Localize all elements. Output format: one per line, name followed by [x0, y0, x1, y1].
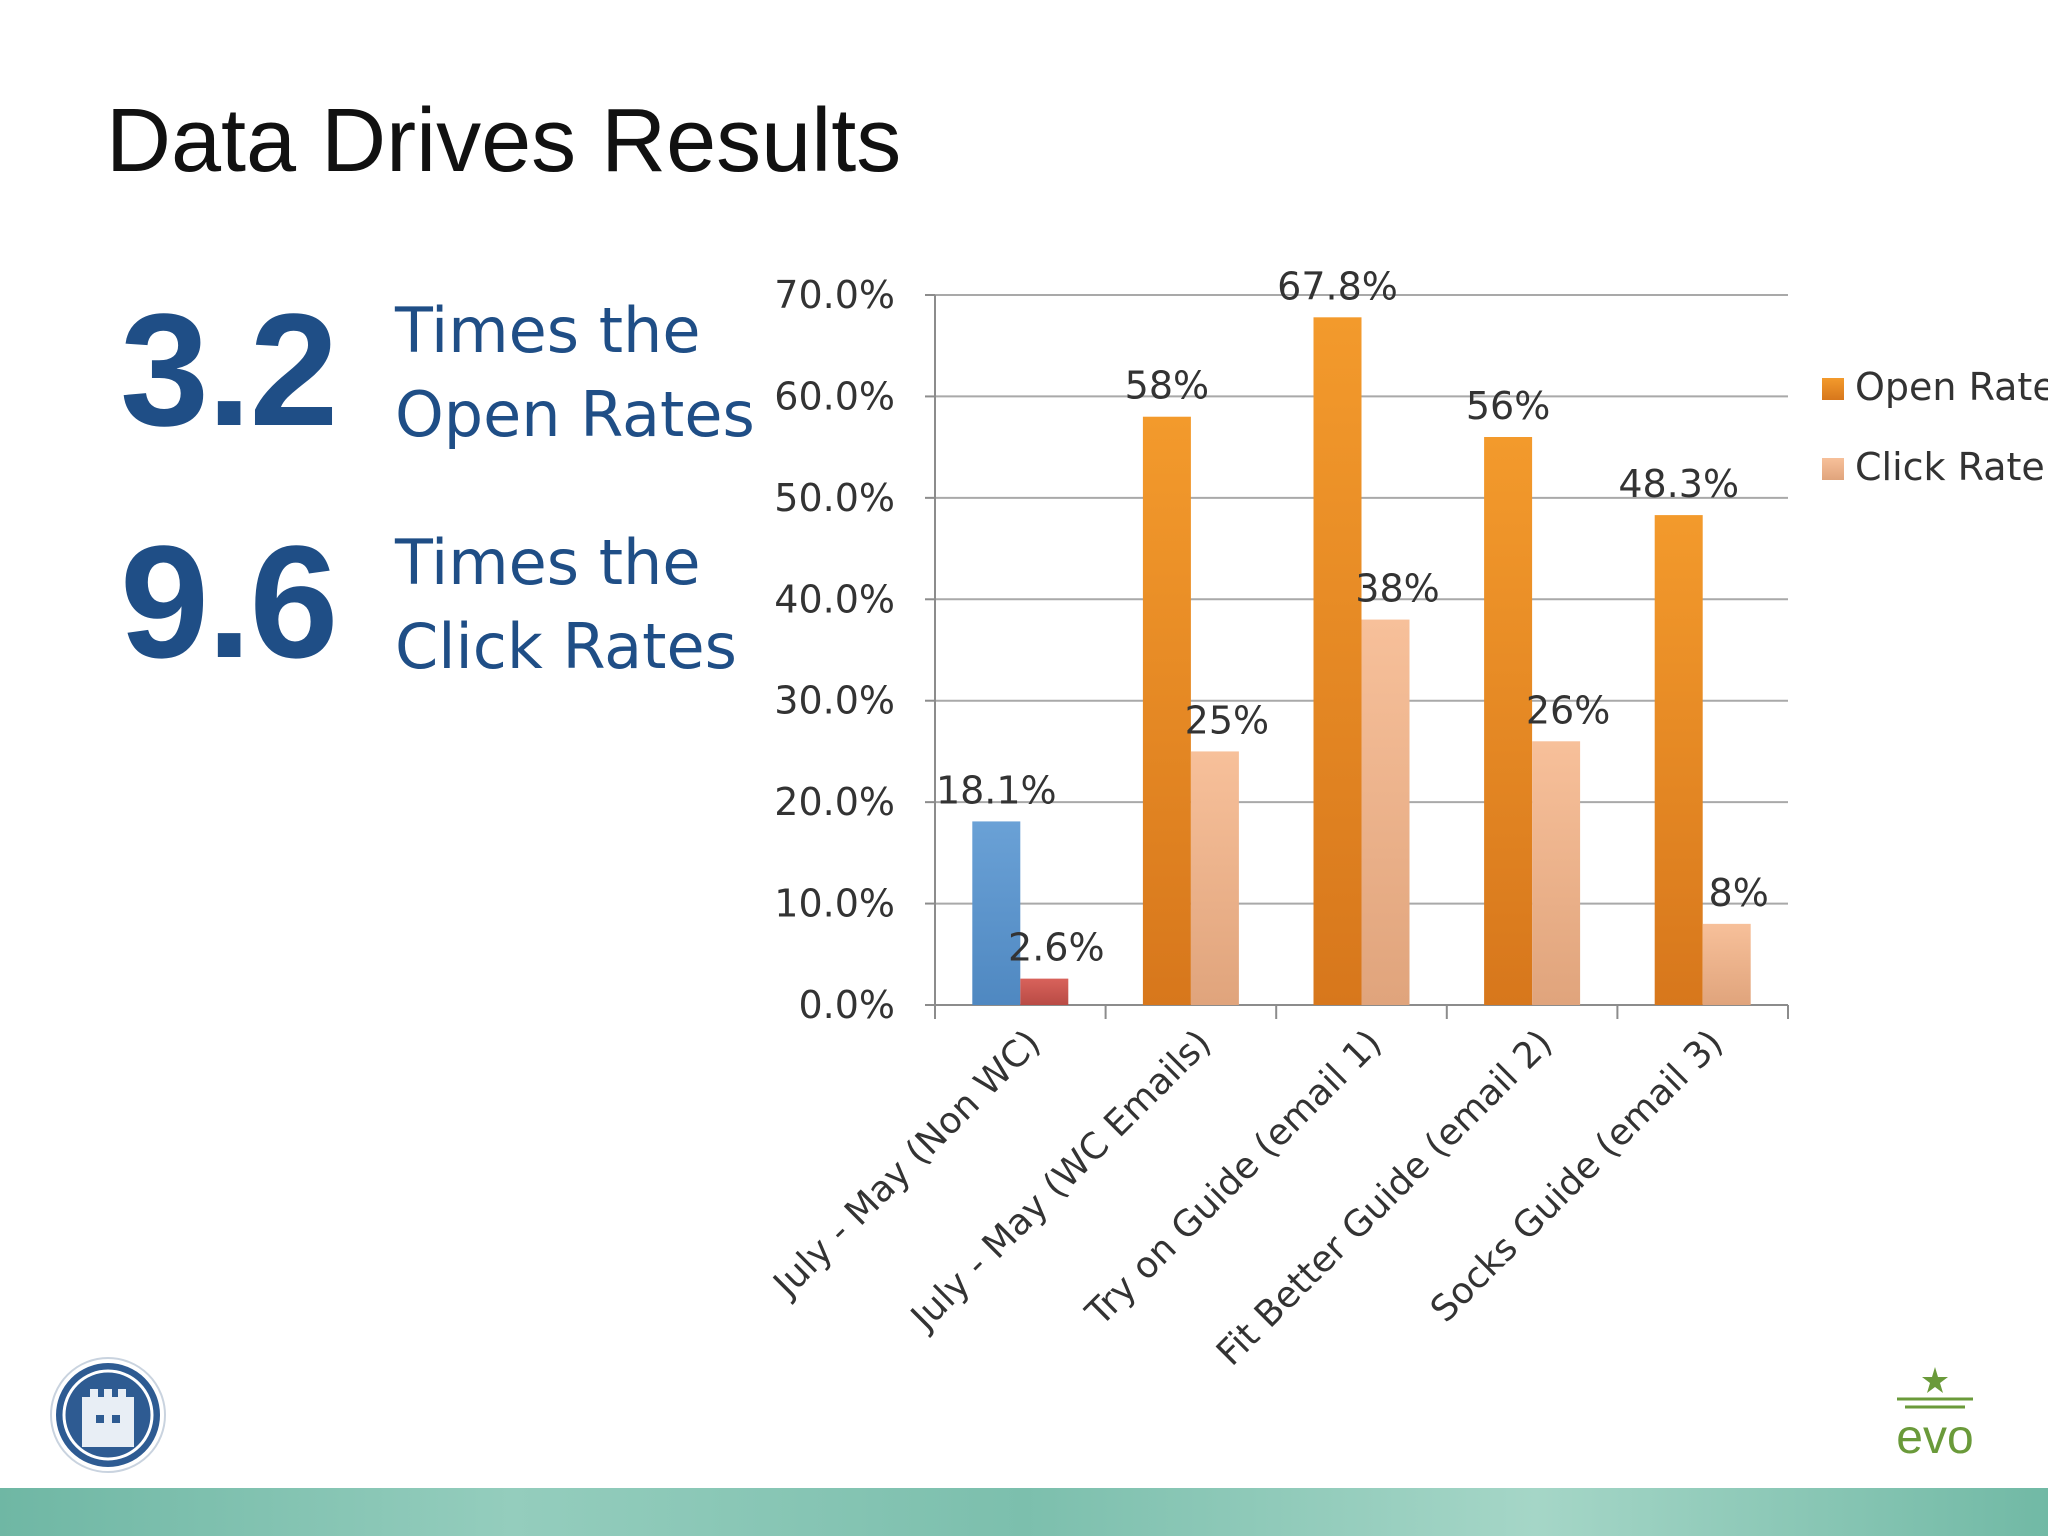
chart-labels: 0.0% 10.0% 20.0% 30.0% 40.0% 50.0% 60.0% 70.0% 1… [765, 264, 1769, 1373]
stat-number: 3.2 [120, 280, 338, 459]
data-label-click-rate: 8% [1709, 871, 1769, 915]
stat-caption-line: Click Rates [395, 610, 737, 683]
data-label-click-rate: 25% [1185, 698, 1269, 742]
bar-click-rate [1361, 619, 1410, 1005]
evo-logo: evo [1885, 1365, 1985, 1464]
footer-band [0, 1488, 2048, 1536]
stat-caption-line: Times the [395, 526, 701, 599]
bar-open-rate [1484, 437, 1533, 1005]
bar-click-rate [1532, 741, 1581, 1005]
legend-swatch [1822, 378, 1844, 400]
y-tick-label: 70.0% [774, 273, 895, 317]
legend-label: Click Rate [1855, 445, 2045, 489]
castle-logo-icon [50, 1357, 166, 1473]
bar-open-rate [1313, 317, 1362, 1005]
bar-open-rate [972, 821, 1021, 1005]
slide-title: Data Drives Results [106, 91, 902, 191]
x-category-label: July - May (WC Emails) [902, 1022, 1219, 1339]
stat-number: 9.6 [120, 512, 338, 691]
data-label-click-rate: 2.6% [1008, 926, 1105, 970]
data-label-open-rate: 67.8% [1277, 264, 1398, 308]
evo-logo-text: evo [1896, 1411, 1973, 1460]
y-tick-label: 0.0% [798, 983, 895, 1027]
evo-logo-icon: evo [1896, 1367, 1974, 1464]
x-category-label: Socks Guide (email 3) [1423, 1022, 1731, 1330]
data-label-open-rate: 48.3% [1618, 462, 1739, 506]
data-label-open-rate: 56% [1466, 384, 1550, 428]
chart-legend: Open Rate Click Rate [1822, 365, 2048, 489]
legend-swatch [1822, 458, 1844, 480]
stat-caption-line: Times the [395, 294, 701, 367]
stat-caption-line: Open Rates [395, 378, 755, 451]
y-tick-label: 60.0% [774, 374, 895, 418]
bar-click-rate [1702, 923, 1751, 1005]
stat-caption: Times the Click Rates [395, 521, 737, 689]
data-label-click-rate: 26% [1526, 688, 1610, 732]
y-tick-label: 30.0% [774, 679, 895, 723]
x-category-label: Fit Better Guide (email 2) [1209, 1022, 1560, 1373]
x-category-label: Try on Guide (email 1) [1078, 1022, 1390, 1334]
data-label-open-rate: 18.1% [936, 768, 1057, 812]
data-label-click-rate: 38% [1355, 567, 1439, 611]
y-tick-label: 40.0% [774, 577, 895, 621]
bar-open-rate [1654, 515, 1703, 1005]
stat-caption: Times the Open Rates [395, 289, 755, 457]
chart-bars [972, 317, 1751, 1005]
y-tick-label: 50.0% [774, 476, 895, 520]
data-label-open-rate: 58% [1125, 364, 1209, 408]
legend-label: Open Rate [1855, 365, 2048, 409]
y-tick-label: 10.0% [774, 882, 895, 926]
bar-chart: 0.0% 10.0% 20.0% 30.0% 40.0% 50.0% 60.0% 70.0% 1… [765, 264, 2048, 1373]
y-tick-label: 20.0% [774, 780, 895, 824]
bar-click-rate [1020, 978, 1069, 1005]
bar-open-rate [1142, 416, 1191, 1005]
bar-click-rate [1190, 751, 1239, 1005]
